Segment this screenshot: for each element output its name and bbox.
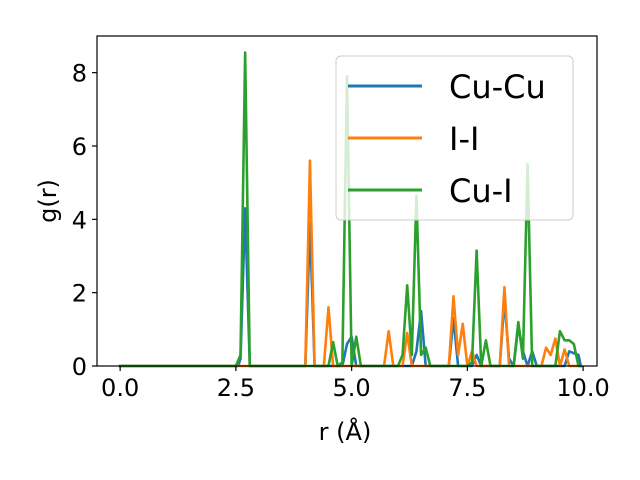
y-axis: 0 2 4 6 8 [72,60,97,381]
legend-entries: Cu-Cu I-I Cu-I [348,68,546,210]
x-axis: 0.0 2.5 5.0 7.5 10.0 [101,366,610,402]
legend-label-i-i: I-I [449,120,479,158]
x-tick-label: 5.0 [333,374,371,402]
y-tick-label: 2 [72,280,87,308]
legend: Cu-Cu I-I Cu-I [335,55,574,221]
x-tick-label: 2.5 [217,374,255,402]
x-tick-label: 0.0 [101,374,139,402]
legend-label-cu-cu: Cu-Cu [449,68,546,106]
legend-label-cu-i: Cu-I [449,172,513,210]
x-axis-label: r (Å) [319,417,372,446]
y-tick-label: 0 [72,353,87,381]
x-tick-label: 10.0 [556,374,609,402]
y-tick-label: 6 [72,133,87,161]
y-tick-label: 4 [72,206,87,234]
plot-frame [96,35,598,367]
legend-box [335,55,574,221]
series-line-i-i [118,159,583,368]
y-axis-label: g(r) [34,179,62,223]
x-tick-label: 7.5 [448,374,486,402]
y-tick-label: 8 [72,60,87,88]
